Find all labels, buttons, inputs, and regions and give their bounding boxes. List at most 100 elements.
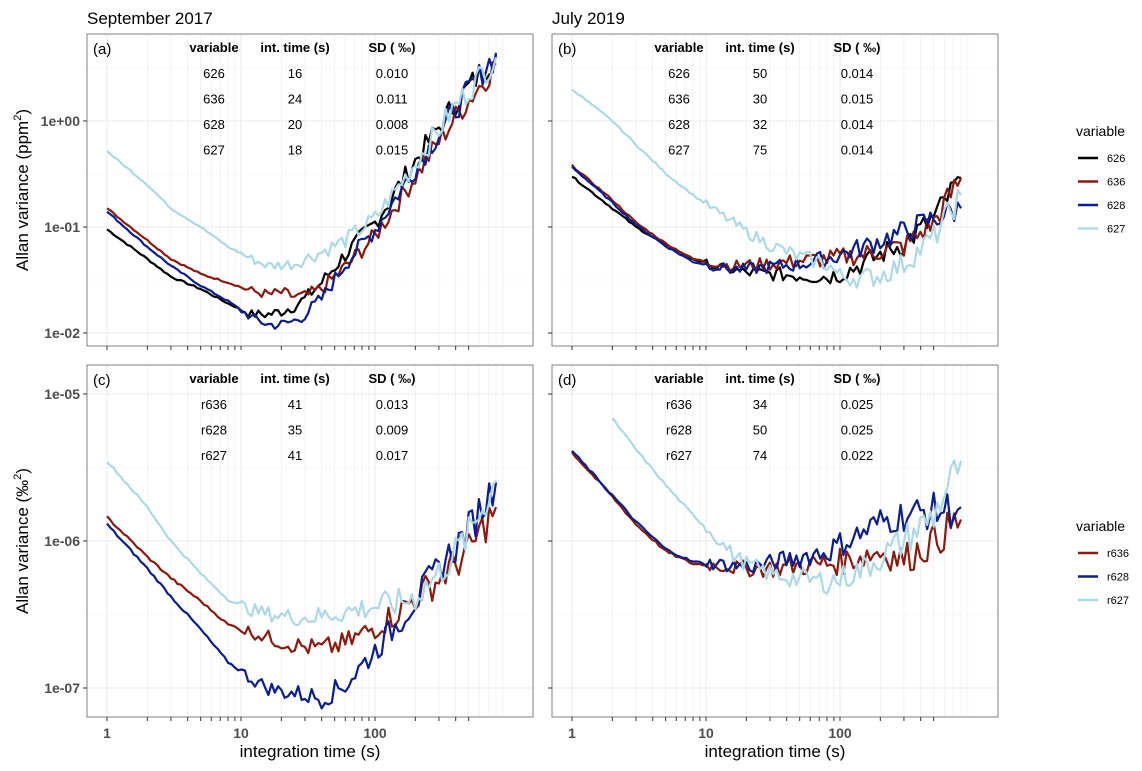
table-cell: 627 xyxy=(668,143,690,158)
table-cell: 50 xyxy=(753,66,767,81)
table-cell: 636 xyxy=(203,92,225,107)
y-axis-label-bottom: Allan variance (‰2) xyxy=(12,468,32,614)
table-cell: 628 xyxy=(668,117,690,132)
table-cell: 0.013 xyxy=(376,397,409,412)
panel-background xyxy=(552,34,998,346)
panel-border xyxy=(86,33,534,347)
series-line-r628 xyxy=(106,482,498,710)
table-cell: 626 xyxy=(668,66,690,81)
panel-d: (d) variable int. time (s) SD ( ‰) r636 34 0.0… xyxy=(548,364,999,761)
series-line-r636 xyxy=(571,451,963,579)
table-cell: 50 xyxy=(753,423,767,438)
table-cell: 0.011 xyxy=(376,92,408,107)
x-tick-label: 1 xyxy=(568,725,576,741)
table-cell: 32 xyxy=(753,117,767,132)
table-cell: 0.014 xyxy=(841,143,874,158)
series-line-628 xyxy=(571,165,962,275)
panel-tag: (b) xyxy=(558,41,576,58)
legend-title: variable xyxy=(1076,518,1125,534)
table-cell: 74 xyxy=(753,448,767,463)
table-cell: 626 xyxy=(203,66,225,81)
table-header: variable xyxy=(189,371,238,386)
table-cell: 0.017 xyxy=(376,448,409,463)
table-cell: 41 xyxy=(288,397,302,412)
series-line-628 xyxy=(106,52,498,330)
table-cell: r636 xyxy=(201,397,227,412)
table-cell: 41 xyxy=(288,448,302,463)
table-cell: 24 xyxy=(288,92,302,107)
panel-tag: (c) xyxy=(93,372,111,389)
y-axis-label-top: Allan variance (ppm2) xyxy=(12,109,32,271)
table-header: int. time (s) xyxy=(725,371,794,386)
table-cell: 20 xyxy=(288,117,302,132)
table-cell: 18 xyxy=(288,143,302,158)
table-cell: 0.025 xyxy=(841,397,874,412)
column-title-right: July 2019 xyxy=(552,9,625,28)
table-cell: 0.015 xyxy=(841,92,874,107)
table-cell: r627 xyxy=(201,448,227,463)
y-tick-label: 1e-07 xyxy=(44,680,80,696)
table-cell: 0.014 xyxy=(841,66,874,81)
y-tick-label: 1e-05 xyxy=(44,386,80,402)
table-cell: 0.008 xyxy=(376,117,409,132)
legend-label: 628 xyxy=(1107,200,1125,212)
table-cell: 636 xyxy=(668,92,690,107)
legend-label: r628 xyxy=(1107,572,1129,584)
table-cell: 628 xyxy=(203,117,225,132)
legend-label: 636 xyxy=(1107,177,1125,189)
y-tick-label: 1e-01 xyxy=(44,219,80,235)
table-cell: 30 xyxy=(753,92,767,107)
legend-label: 626 xyxy=(1107,153,1125,165)
table-cell: 627 xyxy=(203,143,225,158)
table-cell: r628 xyxy=(666,423,692,438)
series-line-627 xyxy=(571,88,962,289)
x-axis-label: integration time (s) xyxy=(240,742,381,761)
y-tick-label: 1e-02 xyxy=(44,325,80,341)
series-line-r627 xyxy=(106,461,497,627)
table-header: int. time (s) xyxy=(725,40,794,55)
panel-border xyxy=(551,33,999,347)
table-header: SD ( ‰) xyxy=(369,371,416,386)
panel-b: (b) variable int. time (s) SD ( ‰) 626 50 0.01… xyxy=(548,33,999,350)
table-cell: 75 xyxy=(753,143,767,158)
table-cell: 0.009 xyxy=(376,423,409,438)
table-header: int. time (s) xyxy=(260,40,329,55)
table-header: SD ( ‰) xyxy=(834,40,881,55)
table-cell: 0.015 xyxy=(376,143,409,158)
x-tick-label: 1 xyxy=(103,725,111,741)
table-cell: 0.022 xyxy=(841,448,874,463)
x-axis-label: integration time (s) xyxy=(705,742,846,761)
table-header: SD ( ‰) xyxy=(834,371,881,386)
x-tick-label: 10 xyxy=(698,725,714,741)
series-line-r627 xyxy=(611,417,963,596)
series-line-627 xyxy=(106,56,498,271)
table-cell: 34 xyxy=(753,397,767,412)
table-cell: 0.025 xyxy=(841,423,874,438)
table-cell: r636 xyxy=(666,397,692,412)
y-tick-label: 1e+00 xyxy=(41,113,81,129)
legend-title: variable xyxy=(1076,123,1125,139)
table-cell: r627 xyxy=(666,448,692,463)
table-cell: 35 xyxy=(288,423,302,438)
table-cell: 16 xyxy=(288,66,302,81)
table-header: int. time (s) xyxy=(260,371,329,386)
x-tick-label: 10 xyxy=(233,725,249,741)
x-tick-label: 100 xyxy=(363,725,387,741)
legend-label: r636 xyxy=(1107,548,1129,560)
panel-c: (c) variable int. time (s) SD ( ‰) r636 41 0.0… xyxy=(44,364,534,761)
table-cell: r628 xyxy=(201,423,227,438)
legend-label: 627 xyxy=(1107,224,1125,236)
panel-tag: (d) xyxy=(558,372,576,389)
table-header: variable xyxy=(654,40,703,55)
series-line-r628 xyxy=(571,450,962,574)
table-cell: 0.010 xyxy=(376,66,409,81)
table-header: variable xyxy=(654,371,703,386)
y-tick-label: 1e-06 xyxy=(44,533,80,549)
legend-label: r627 xyxy=(1107,595,1129,607)
table-header: variable xyxy=(189,40,238,55)
x-tick-label: 100 xyxy=(828,725,852,741)
series-line-r636 xyxy=(106,506,498,655)
panel-tag: (a) xyxy=(93,41,111,58)
column-title-left: September 2017 xyxy=(87,9,213,28)
